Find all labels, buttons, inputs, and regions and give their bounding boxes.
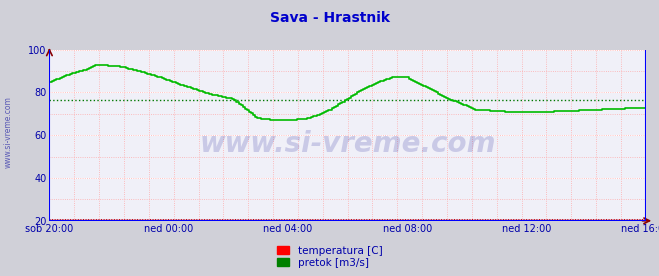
Legend: temperatura [C], pretok [m3/s]: temperatura [C], pretok [m3/s] <box>273 242 386 271</box>
Text: www.si-vreme.com: www.si-vreme.com <box>3 97 13 168</box>
Text: Sava - Hrastnik: Sava - Hrastnik <box>270 11 389 25</box>
Text: www.si-vreme.com: www.si-vreme.com <box>200 130 496 158</box>
